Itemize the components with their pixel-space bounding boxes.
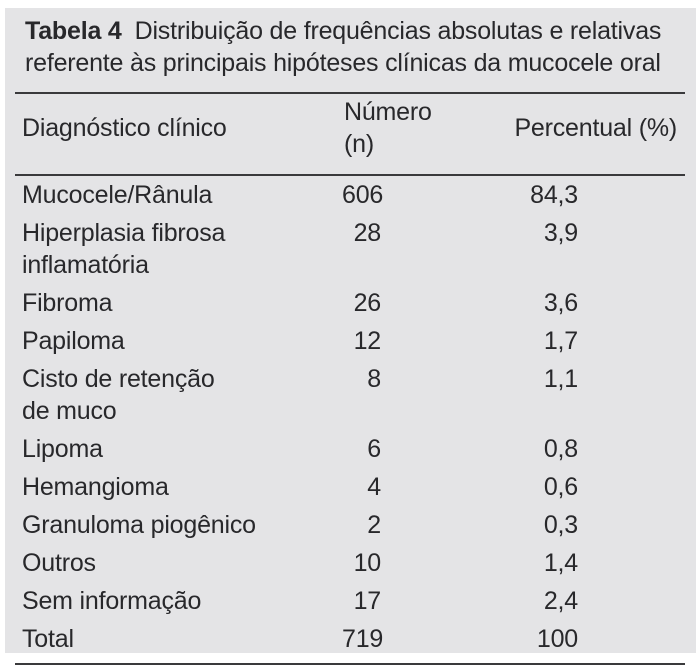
- cell-percent: 84,3: [530, 181, 578, 209]
- cell-diagnosis: Mucocele/Rânula: [22, 181, 213, 209]
- cell-diagnosis: Lipoma: [22, 435, 103, 463]
- cell-percent: 0,8: [543, 435, 578, 463]
- table-row: Papiloma 12 1,7: [15, 322, 685, 360]
- cell-diagnosis: Granuloma piogênico: [22, 511, 256, 539]
- table-body: Mucocele/Rânula 606 84,3 Hiperplasia fib…: [15, 175, 685, 665]
- table-row: Hiperplasia fibrosa inflamatória 28 3,9: [15, 214, 685, 284]
- table-row: Outros 10 1,4: [15, 544, 685, 582]
- column-header-number: Número (n): [342, 93, 467, 176]
- cell-diagnosis: Cisto de retenção de muco: [22, 365, 215, 425]
- cell-diagnosis: Hemangioma: [22, 473, 169, 501]
- cell-percent: 3,6: [543, 289, 578, 317]
- cell-number: 8: [367, 365, 381, 393]
- column-header-percent: Percentual (%): [467, 93, 685, 176]
- cell-number: 17: [353, 587, 382, 615]
- table-row-total: Total 719 100: [15, 620, 685, 665]
- table-row: Lipoma 6 0,8: [15, 430, 685, 468]
- cell-number: 4: [367, 473, 381, 501]
- cell-number: 12: [353, 327, 382, 355]
- cell-percent: 1,7: [543, 327, 578, 355]
- cell-percent: 1,1: [543, 365, 578, 393]
- cell-percent: 100: [467, 620, 685, 665]
- cell-percent: 1,4: [543, 549, 578, 577]
- table-caption-label: Tabela 4: [25, 17, 122, 45]
- cell-diagnosis: Outros: [22, 549, 96, 577]
- frequency-table: Diagnóstico clínico Número (n) Percentua…: [15, 92, 685, 665]
- table-caption-text: Distribuição de frequências absolutas e …: [25, 17, 662, 77]
- cell-diagnosis: Hiperplasia fibrosa inflamatória: [22, 219, 226, 279]
- table-header: Diagnóstico clínico Número (n) Percentua…: [15, 93, 685, 176]
- table-panel: Tabela 4 Distribuição de frequências abso…: [5, 8, 696, 665]
- cell-number: 606: [342, 181, 384, 209]
- cell-diagnosis: Papiloma: [22, 327, 125, 355]
- table-caption: Tabela 4 Distribuição de frequências abso…: [25, 15, 682, 79]
- cell-number: 2: [367, 511, 381, 539]
- column-header-diagnosis: Diagnóstico clínico: [15, 93, 342, 176]
- cell-number: 6: [367, 435, 381, 463]
- cell-percent: 2,4: [543, 587, 578, 615]
- cell-diagnosis: Sem informação: [22, 587, 202, 615]
- cell-percent: 3,9: [543, 219, 578, 247]
- cell-percent: 0,3: [543, 511, 578, 539]
- cell-number: 719: [342, 620, 467, 665]
- cell-diagnosis: Fibroma: [22, 289, 113, 317]
- cell-number: 28: [353, 219, 382, 247]
- table-row: Granuloma piogênico 2 0,3: [15, 506, 685, 544]
- cell-number: 10: [353, 549, 382, 577]
- table-row: Cisto de retenção de muco 8 1,1: [15, 360, 685, 430]
- cell-diagnosis: Total: [15, 620, 342, 665]
- cell-number: 26: [353, 289, 382, 317]
- cell-percent: 0,6: [543, 473, 578, 501]
- table-row: Fibroma 26 3,6: [15, 284, 685, 322]
- table-row: Hemangioma 4 0,6: [15, 468, 685, 506]
- table-row: Mucocele/Rânula 606 84,3: [15, 175, 685, 214]
- table-row: Sem informação 17 2,4: [15, 582, 685, 620]
- header-row: Diagnóstico clínico Número (n) Percentua…: [15, 93, 685, 176]
